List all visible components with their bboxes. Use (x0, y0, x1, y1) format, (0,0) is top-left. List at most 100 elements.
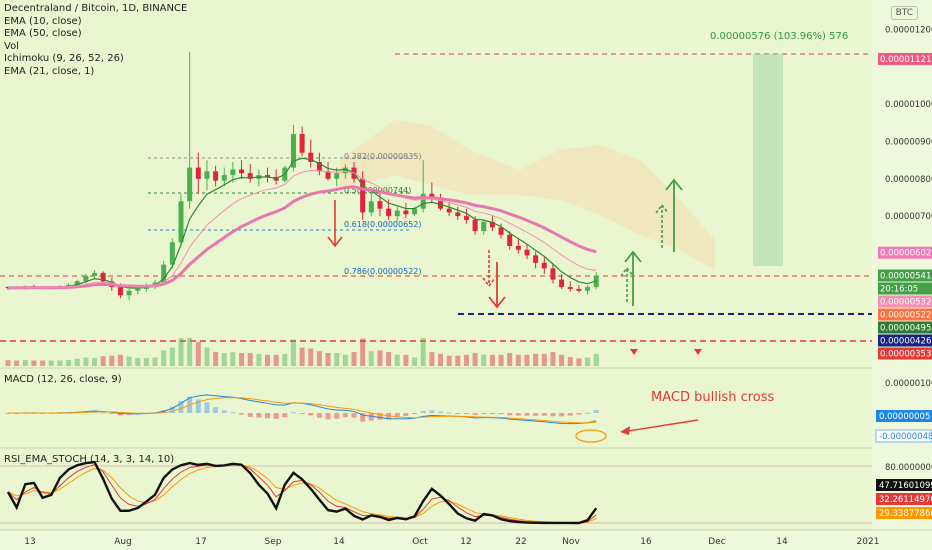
candle[interactable] (342, 167, 348, 174)
ema21-line (7, 170, 597, 289)
volume-bar (533, 353, 539, 366)
candle[interactable] (394, 210, 400, 217)
candle[interactable] (533, 255, 539, 263)
candle[interactable] (567, 287, 573, 289)
volume-bar (455, 355, 461, 366)
candle[interactable] (66, 284, 72, 287)
macd-bar (481, 413, 487, 414)
candle[interactable] (92, 272, 97, 276)
candle[interactable] (135, 288, 141, 291)
price-tick: 0.00000900 (885, 137, 932, 147)
volume-bar (169, 347, 175, 366)
macd-bar (230, 412, 236, 414)
candle[interactable] (325, 171, 331, 179)
candle[interactable] (576, 288, 582, 291)
candle[interactable] (386, 208, 392, 217)
measure-box[interactable] (753, 54, 783, 266)
signal-value: -0.00000048 (879, 432, 932, 442)
candle[interactable] (169, 242, 175, 265)
candle[interactable] (524, 249, 530, 256)
candle[interactable] (5, 287, 11, 289)
candle[interactable] (455, 212, 461, 217)
candle[interactable] (195, 167, 201, 179)
volume-bar (342, 354, 348, 366)
indicator-ichimoku[interactable]: Ichimoku (9, 26, 52, 26) (4, 53, 124, 64)
indicator-ema21[interactable]: EMA (21, close, 1) (4, 65, 95, 77)
macd-bar (463, 413, 469, 414)
candle[interactable] (559, 279, 565, 288)
candle[interactable] (117, 287, 123, 296)
candle[interactable] (550, 268, 556, 280)
macd-bar (282, 413, 288, 418)
candle[interactable] (498, 227, 504, 235)
indicator-volume[interactable]: Vol (4, 40, 19, 52)
stoch-axis-tick: 80.00000000 (885, 463, 932, 473)
macd-title[interactable]: MACD (12, 26, close, 9) (4, 374, 122, 385)
candle[interactable] (204, 171, 210, 179)
macd-bar (412, 413, 418, 415)
macd-bar (420, 410, 426, 413)
candle[interactable] (161, 264, 167, 283)
time-tick: 17 (195, 537, 206, 547)
ema10-line (7, 157, 597, 289)
stoch-title[interactable]: RSI_EMA_STOCH (14, 3, 3, 14, 10) (4, 454, 175, 465)
candle[interactable] (481, 221, 487, 232)
candle[interactable] (239, 169, 245, 174)
candle[interactable] (100, 272, 106, 282)
candle[interactable] (213, 171, 219, 181)
candle[interactable] (230, 169, 236, 176)
volume-bar (515, 354, 521, 366)
currency-badge[interactable]: BTC (890, 6, 918, 20)
candle[interactable] (507, 234, 513, 246)
price-tick: 0.00000700 (885, 212, 932, 222)
up-arrow-icon (665, 178, 683, 252)
candle[interactable] (299, 134, 305, 153)
macd-bar (438, 411, 443, 413)
indicator-ema50[interactable]: EMA (50, close) (4, 28, 82, 39)
volume-bar (541, 353, 547, 366)
candle[interactable] (463, 216, 469, 220)
candle[interactable] (472, 219, 478, 232)
candle[interactable] (368, 201, 374, 213)
candle[interactable] (187, 167, 193, 202)
macd-bar (204, 402, 210, 413)
candle[interactable] (221, 175, 227, 181)
candle[interactable] (420, 193, 426, 209)
macd-bar (239, 413, 245, 415)
candlesticks[interactable] (5, 51, 599, 301)
candle[interactable] (446, 208, 452, 213)
candle[interactable] (412, 208, 418, 215)
candle[interactable] (489, 221, 495, 228)
candle[interactable] (308, 152, 314, 162)
stoch-d-line (7, 464, 597, 524)
candle[interactable] (403, 210, 409, 215)
candle[interactable] (316, 162, 322, 172)
candle[interactable] (265, 175, 270, 177)
pointer-arrow-icon (621, 419, 699, 433)
candle[interactable] (126, 290, 132, 296)
candle[interactable] (74, 281, 80, 285)
candle[interactable] (290, 134, 296, 168)
macd-bar (360, 413, 366, 422)
volume-bar (230, 352, 236, 366)
candle[interactable] (247, 173, 253, 179)
candle[interactable] (515, 246, 521, 250)
time-axis[interactable] (0, 530, 932, 550)
stoch-value-label: 47.71601099 (876, 479, 932, 491)
indicator-ema10[interactable]: EMA (10, close) (4, 15, 82, 27)
volume-bar (109, 355, 115, 366)
candle[interactable] (360, 178, 366, 213)
volume-bar (550, 352, 556, 366)
candle[interactable] (83, 275, 89, 282)
candle[interactable] (334, 173, 340, 179)
chart-title[interactable]: Decentraland / Bitcoin, 1D, BINANCE (4, 3, 188, 14)
candle[interactable] (152, 282, 158, 286)
candle[interactable] (377, 201, 383, 209)
candle[interactable] (585, 287, 591, 291)
candle[interactable] (178, 201, 184, 243)
down-arrow-icon (482, 250, 496, 288)
price-label-bg (878, 269, 932, 282)
candle[interactable] (541, 262, 547, 269)
ema50-line (7, 185, 597, 290)
